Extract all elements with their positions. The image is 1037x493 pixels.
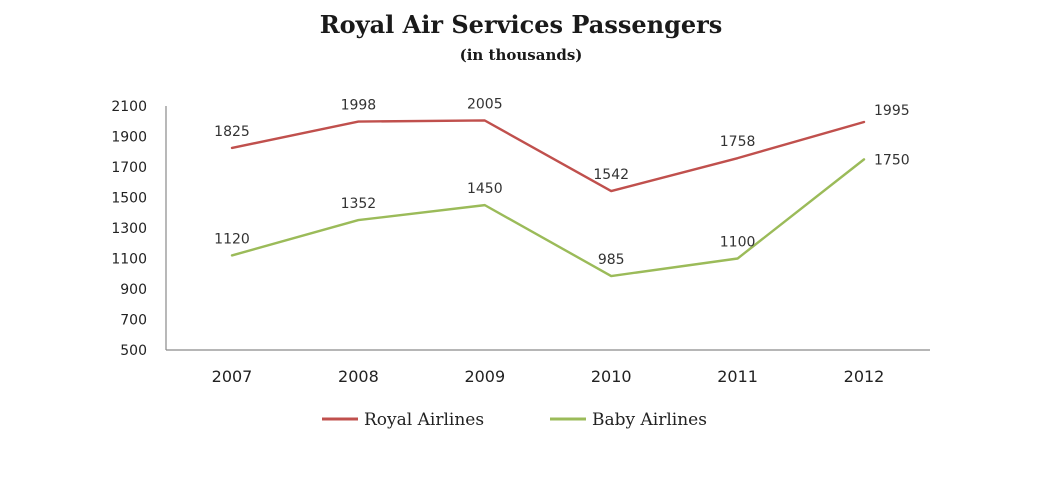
- x-tick-label: 2009: [464, 367, 505, 386]
- series-line-royal-airlines: [230, 119, 866, 193]
- data-label-royal-airlines: 1998: [341, 98, 377, 114]
- data-label-baby-airlines: 1750: [874, 152, 910, 168]
- data-labels: 1825 1998 2005 1542 1758 1995 1120 1352 1450 985 1…: [214, 96, 909, 268]
- y-tick-label: 700: [120, 313, 147, 329]
- data-label-royal-airlines: 2005: [467, 96, 503, 112]
- x-tick-label: 2008: [338, 367, 379, 386]
- legend: Royal Airlines Baby Airlines: [322, 410, 707, 430]
- legend-label-baby-airlines: Baby Airlines: [592, 410, 707, 430]
- y-axis-ticks: 2100 1900 1700 1500 1300 1100 900 700 500: [111, 99, 147, 359]
- y-tick-label: 1500: [111, 191, 147, 207]
- legend-label-royal-airlines: Royal Airlines: [364, 410, 484, 430]
- x-axis-ticks: 2007 2008 2009 2010 2011 2012: [212, 367, 885, 386]
- data-label-baby-airlines: 985: [598, 252, 625, 268]
- y-tick-label: 900: [120, 282, 147, 298]
- y-tick-label: 1100: [111, 252, 147, 268]
- data-label-baby-airlines: 1120: [214, 231, 250, 247]
- chart-subtitle: (in thousands): [460, 46, 583, 64]
- y-tick-label: 1300: [111, 221, 147, 237]
- data-label-royal-airlines: 1825: [214, 124, 250, 140]
- chart-title: Royal Air Services Passengers: [320, 10, 723, 39]
- y-tick-label: 1700: [111, 160, 147, 176]
- data-label-royal-airlines: 1995: [874, 103, 910, 119]
- data-label-baby-airlines: 1352: [341, 196, 377, 212]
- x-tick-label: 2010: [591, 367, 632, 386]
- data-label-baby-airlines: 1450: [467, 181, 503, 197]
- data-label-royal-airlines: 1542: [593, 167, 629, 183]
- series-line-baby-airlines: [230, 158, 866, 278]
- x-tick-label: 2012: [844, 367, 885, 386]
- y-tick-label: 500: [120, 343, 147, 359]
- x-tick-label: 2007: [212, 367, 253, 386]
- data-label-baby-airlines: 1100: [720, 235, 756, 251]
- x-tick-label: 2011: [717, 367, 758, 386]
- series-lines: [230, 119, 866, 278]
- y-tick-label: 2100: [111, 99, 147, 115]
- data-label-royal-airlines: 1758: [720, 134, 756, 150]
- y-tick-label: 1900: [111, 130, 147, 146]
